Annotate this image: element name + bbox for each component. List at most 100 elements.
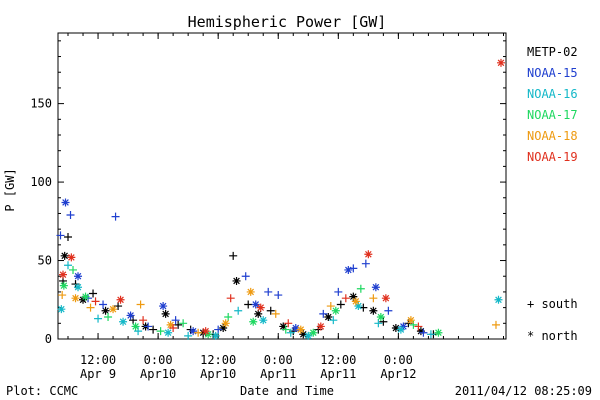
marker-legend: + south * north [527, 297, 578, 343]
north-point [304, 331, 313, 340]
x-tick-label-date: Apr11 [320, 367, 356, 381]
north-point [496, 58, 505, 67]
north-point [109, 305, 118, 314]
south-point [94, 314, 103, 323]
north-point [369, 306, 378, 315]
north-point [391, 324, 400, 333]
south-point [369, 294, 378, 303]
north-point [232, 276, 241, 285]
north-point [59, 281, 68, 290]
south-point [319, 309, 328, 318]
north-point [131, 322, 140, 331]
x-tick-label-date: Apr 9 [80, 367, 116, 381]
north-point [364, 250, 373, 259]
south-point [69, 265, 78, 274]
south-point [58, 291, 67, 300]
north-point [251, 300, 260, 309]
south-point [64, 233, 73, 241]
south-point [336, 300, 345, 309]
south-point [214, 325, 223, 334]
north-point [166, 320, 175, 329]
south-point [271, 309, 280, 318]
series-metp-02 [59, 233, 438, 339]
north-point [299, 330, 308, 339]
series-legend: METP-02 NOAA-15 NOAA-16 NOAA-17 NOAA-18 NOAA-… [527, 45, 578, 164]
y-tick-label: 100 [30, 175, 52, 189]
north-point [119, 317, 128, 326]
south-point [491, 320, 500, 329]
south-point [326, 302, 335, 311]
north-point [199, 328, 208, 337]
north-point [74, 272, 83, 281]
x-tick-label-date: Apr12 [380, 367, 416, 381]
north-point [164, 328, 173, 337]
north-point [219, 324, 228, 333]
x-tick-label-time: 0:00 [264, 353, 293, 367]
south-point [89, 289, 98, 298]
x-tick-label-date: Apr10 [140, 367, 176, 381]
north-point [81, 292, 90, 301]
north-point [249, 317, 258, 326]
north-point [67, 253, 76, 262]
data-points [56, 58, 505, 340]
legend-metp-02: METP-02 [527, 45, 578, 59]
south-point [414, 322, 423, 331]
south-point [284, 319, 293, 328]
south-point [169, 324, 178, 333]
north-point [291, 324, 300, 333]
north-point [159, 302, 168, 311]
south-point [64, 261, 73, 270]
footer-credit: Plot: CCMC [6, 384, 78, 398]
x-tick-label-time: 0:00 [144, 353, 173, 367]
north-point [494, 295, 503, 304]
y-tick-label: 50 [38, 254, 52, 268]
marker-legend-south: + south [527, 297, 578, 311]
south-point [174, 320, 183, 329]
south-point [144, 322, 153, 331]
south-point [224, 313, 233, 322]
south-point [361, 259, 370, 268]
chart-title: Hemispheric Power [GW] [188, 13, 387, 31]
x-axis-label: Date and Time [240, 384, 334, 398]
south-point [419, 328, 428, 337]
north-point [101, 306, 110, 315]
north-point [161, 309, 170, 318]
north-point [316, 322, 325, 331]
x-tick-label-time: 12:00 [320, 353, 356, 367]
south-point [184, 331, 193, 340]
north-point [279, 322, 288, 331]
north-point [309, 328, 318, 337]
x-tick-label-time: 12:00 [200, 353, 236, 367]
south-point [329, 316, 338, 325]
y-tick-label: 150 [30, 97, 52, 111]
north-point [71, 294, 80, 303]
x-tick-label-date: Apr11 [260, 367, 296, 381]
north-point [296, 325, 305, 334]
south-point [139, 316, 148, 325]
south-point [356, 284, 365, 293]
south-point [86, 303, 95, 312]
north-point [344, 265, 353, 274]
north-point [331, 306, 340, 315]
north-point [371, 283, 380, 292]
footer-timestamp: 2011/04/12 08:25:09 [455, 384, 592, 398]
north-point [61, 198, 70, 207]
south-point [66, 211, 75, 220]
north-point [434, 328, 443, 337]
north-point [354, 302, 363, 311]
south-point [341, 294, 350, 303]
legend-noaa-18: NOAA-18 [527, 129, 578, 143]
north-point [254, 309, 263, 318]
north-point [349, 292, 358, 301]
north-point [324, 313, 333, 322]
north-point [189, 327, 198, 336]
south-point [241, 272, 250, 281]
north-point [211, 331, 220, 340]
north-point [376, 313, 385, 322]
series-noaa-15 [56, 198, 428, 337]
south-point [234, 306, 243, 315]
south-point [334, 287, 343, 296]
south-point [281, 325, 290, 334]
north-point [416, 327, 425, 336]
